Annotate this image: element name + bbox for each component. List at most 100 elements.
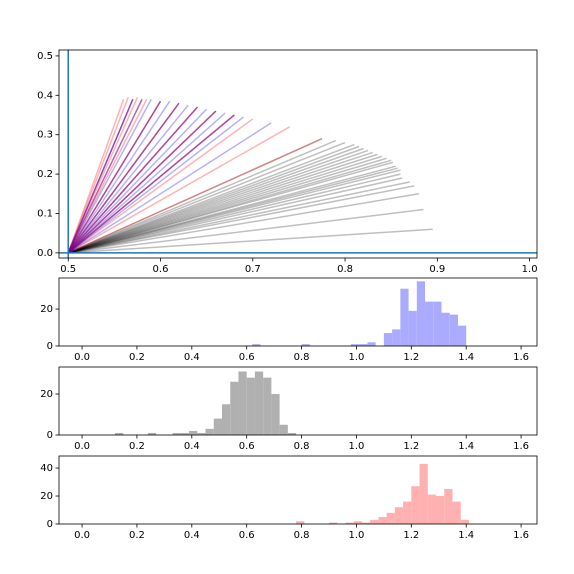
hist-bar xyxy=(408,310,417,346)
ray xyxy=(68,185,415,254)
x-tick-label: 0.8 xyxy=(294,352,310,363)
ray xyxy=(67,114,235,254)
y-tick-label: 20 xyxy=(40,389,53,400)
y-tick-label: 20 xyxy=(40,304,53,315)
x-tick-label: 0.2 xyxy=(129,530,145,541)
x-tick-label: 1.4 xyxy=(458,530,474,541)
axes-frame xyxy=(58,277,538,347)
hist-bar xyxy=(279,424,288,435)
hist-bar xyxy=(367,342,376,346)
x-tick-label: 0.6 xyxy=(239,352,255,363)
x-tick-label: 1.2 xyxy=(403,352,419,363)
x-tick-label: 1.6 xyxy=(513,441,529,452)
hist-bar xyxy=(238,371,247,435)
ray xyxy=(67,116,245,254)
x-tick-label: 1.6 xyxy=(513,352,529,363)
x-tick-label: 0.2 xyxy=(129,352,145,363)
hist-bar xyxy=(189,430,198,435)
x-tick-label: 0.8 xyxy=(294,441,310,452)
hist-bar xyxy=(287,432,297,435)
hist-bar xyxy=(392,329,401,346)
ray xyxy=(67,145,360,254)
hist-bar xyxy=(457,325,467,346)
ray xyxy=(68,165,397,254)
x-tick-label: 1.0 xyxy=(522,264,538,275)
ray xyxy=(68,161,394,254)
ray xyxy=(68,157,387,254)
hist-bar xyxy=(271,394,280,435)
x-tick-label: 0.6 xyxy=(153,264,169,275)
ray xyxy=(67,100,162,254)
ray xyxy=(67,126,291,254)
hist-bar xyxy=(403,501,412,524)
hist-bar xyxy=(378,517,387,524)
x-tick-label: 0.4 xyxy=(184,530,200,541)
hist-bar xyxy=(383,333,393,346)
ray xyxy=(67,147,364,254)
hist-bar xyxy=(359,344,368,346)
y-tick-label: 0 xyxy=(47,519,53,530)
hist-bar xyxy=(433,301,442,346)
hist-bar xyxy=(353,521,362,524)
hist-bar xyxy=(345,522,354,524)
hist-bar xyxy=(252,344,261,346)
y-tick-label: 0.4 xyxy=(37,90,53,101)
ray xyxy=(68,159,392,254)
ray xyxy=(67,137,323,254)
hist-bar xyxy=(205,428,214,435)
x-tick-label: 0.7 xyxy=(245,264,261,275)
ray xyxy=(67,98,152,254)
ray xyxy=(68,169,401,254)
x-tick-label: 1.2 xyxy=(403,530,419,541)
ray xyxy=(67,97,129,254)
axes-frame xyxy=(58,366,538,436)
ray xyxy=(67,102,180,254)
hist-bar xyxy=(147,432,157,435)
hist-bar xyxy=(114,432,124,435)
hist-bar xyxy=(427,494,437,524)
ray xyxy=(67,143,355,254)
ray xyxy=(67,108,208,254)
ray xyxy=(67,104,189,254)
x-tick-label: 1.0 xyxy=(348,352,364,363)
hist-bar xyxy=(394,507,404,524)
y-tick-label: 0.5 xyxy=(37,51,53,62)
x-tick-label: 1.2 xyxy=(403,441,419,452)
y-tick-label: 0.1 xyxy=(37,208,53,219)
hist-bar xyxy=(350,344,360,346)
ray xyxy=(67,106,198,254)
hist-bar xyxy=(329,522,338,524)
ray xyxy=(67,100,171,254)
ray xyxy=(68,155,383,254)
axes-frame xyxy=(58,49,538,259)
x-tick-label: 0.9 xyxy=(429,264,445,275)
hist-bar xyxy=(301,344,310,346)
ray xyxy=(68,167,398,254)
hist-bar xyxy=(370,519,379,524)
hist-bar xyxy=(263,377,272,435)
x-tick-label: 0.0 xyxy=(74,441,90,452)
hist-bar xyxy=(246,377,255,435)
hist-bar xyxy=(425,301,434,346)
hist-bar xyxy=(444,489,453,524)
y-tick-label: 0 xyxy=(47,341,53,352)
ray xyxy=(67,149,369,254)
hist-bar xyxy=(419,463,428,524)
ray xyxy=(67,139,337,254)
x-tick-label: 0.5 xyxy=(60,264,76,275)
ray xyxy=(68,173,401,254)
ray xyxy=(67,137,323,254)
hist-bar xyxy=(386,512,395,524)
x-tick-label: 1.0 xyxy=(348,530,364,541)
ray xyxy=(67,118,254,254)
ray xyxy=(67,112,226,254)
ray xyxy=(68,228,433,254)
ray xyxy=(67,98,143,254)
ray xyxy=(68,177,403,254)
hist-bar xyxy=(436,496,445,524)
ray xyxy=(68,153,378,254)
y-tick-label: 0.3 xyxy=(37,130,53,141)
x-tick-label: 1.6 xyxy=(513,530,529,541)
x-tick-label: 0.2 xyxy=(129,441,145,452)
